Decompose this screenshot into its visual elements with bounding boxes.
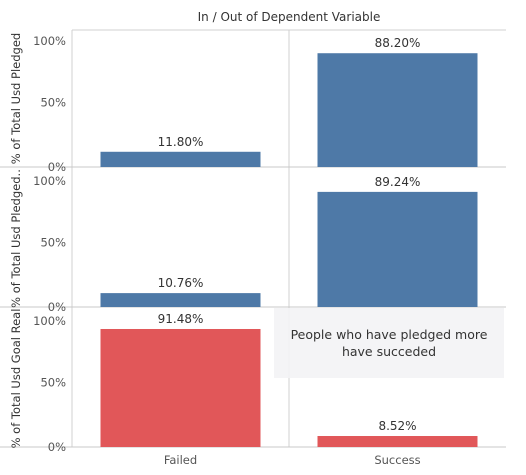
y-tick-label: 100% (33, 34, 66, 48)
bar (100, 328, 261, 447)
y-tick-label: 50% (40, 376, 66, 390)
data-label: 8.52% (378, 419, 416, 433)
bar (100, 293, 261, 307)
x-tick-label: Failed (164, 453, 197, 467)
y-tick-label: 100% (33, 174, 66, 188)
y-tick-label: 0% (48, 300, 66, 314)
data-label: 89.24% (375, 175, 421, 189)
y-tick-label: 50% (40, 236, 66, 250)
y-tick-label: 0% (48, 160, 66, 174)
y-axis-title: % of Total Usd Goal Real (9, 309, 23, 449)
bar (100, 151, 261, 167)
x-tick-label: Success (374, 453, 420, 467)
data-label: 88.20% (375, 36, 421, 50)
y-tick-label: 0% (48, 440, 66, 454)
data-label: 91.48% (158, 312, 204, 326)
y-axis-title: % of Total Usd Pledged.. (9, 169, 23, 308)
bar (317, 191, 478, 307)
annotation-tooltip: People who have pledged more have succed… (274, 308, 504, 378)
y-tick-label: 50% (40, 96, 66, 110)
bar (317, 436, 478, 447)
data-label: 10.76% (158, 276, 204, 290)
y-tick-label: 100% (33, 314, 66, 328)
bar (317, 53, 478, 167)
y-axis-title: % of Total Usd Pledged (9, 33, 23, 164)
data-label: 11.80% (158, 135, 204, 149)
chart-title: In / Out of Dependent Variable (198, 10, 381, 24)
